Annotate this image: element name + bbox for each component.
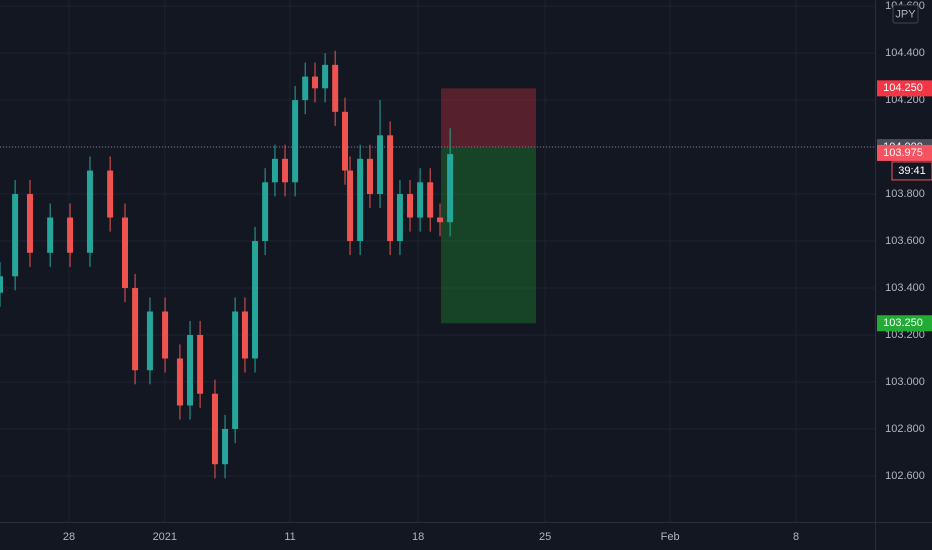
candle-body	[427, 182, 434, 218]
candle-body	[342, 111, 349, 171]
stop-zone	[441, 88, 537, 148]
y-tick-label: 103.800	[885, 188, 925, 200]
candle-body	[187, 335, 194, 406]
candle-body	[67, 217, 74, 253]
candle-body	[407, 194, 414, 218]
countdown-box	[891, 161, 932, 181]
plot	[0, 50, 875, 479]
candle-body	[86, 170, 93, 253]
y-tick-label: 102.800	[885, 423, 925, 435]
y-tick-label: 104.200	[885, 94, 925, 106]
candle-body	[47, 217, 54, 253]
candle-body	[292, 100, 299, 183]
x-tick-label: 2021	[153, 531, 177, 543]
candle-body	[366, 158, 373, 195]
candle-body	[132, 288, 139, 371]
candle-body	[146, 311, 153, 371]
y-tick-label: 103.000	[885, 376, 925, 388]
candle-body	[176, 358, 183, 406]
candle-body	[357, 158, 364, 242]
price-label-box	[877, 315, 932, 332]
candle-body	[262, 182, 269, 242]
candle-body	[302, 76, 309, 101]
candle-body	[347, 170, 354, 242]
price-label: 104.250	[883, 82, 923, 94]
candle-body	[271, 158, 278, 183]
candle-body	[0, 276, 3, 293]
candle-body	[282, 158, 289, 183]
candle-body	[332, 64, 339, 112]
candle-body	[211, 393, 218, 465]
candle-body	[417, 182, 424, 218]
y-tick-label: 103.200	[885, 329, 925, 341]
x-tick-label: 8	[793, 531, 799, 543]
candle-body	[232, 311, 239, 429]
candle-body	[26, 194, 33, 253]
price-label: 103.975	[883, 147, 923, 159]
candle-body	[241, 311, 248, 359]
candle-body	[377, 135, 384, 195]
candle-body	[107, 170, 114, 218]
price-label-box	[877, 80, 932, 97]
target-zone	[441, 147, 537, 324]
candle-body	[312, 76, 319, 89]
candle-body	[12, 194, 19, 277]
axes: 102.600 102.800 103.000 103.200 103.400 103.6…	[63, 0, 932, 543]
currency-box[interactable]	[892, 4, 919, 24]
price-label-box	[877, 144, 932, 161]
countdown: 39:41	[898, 165, 926, 177]
y-tick-label: 103.400	[885, 282, 925, 294]
candle-body	[222, 428, 229, 465]
candle-body	[322, 64, 329, 89]
currency-label[interactable]: JPY	[895, 8, 916, 20]
candle-body	[162, 311, 169, 359]
y-tick-label: 103.600	[885, 235, 925, 247]
x-tick-label: Feb	[661, 531, 680, 543]
y-tick-label: 102.600	[885, 470, 925, 482]
candle-body	[437, 217, 444, 223]
candle-body	[122, 217, 128, 289]
x-tick-label: 11	[284, 531, 295, 543]
y-tick-label: 104.400	[885, 47, 925, 59]
candle-body	[447, 154, 454, 223]
candle-body	[252, 241, 259, 359]
x-tick-label: 25	[539, 531, 551, 543]
x-tick-label: 18	[412, 531, 424, 543]
candle-body	[387, 135, 394, 242]
price-label: 103.250	[883, 317, 923, 329]
x-tick-label: 28	[63, 531, 75, 543]
candle-body	[197, 335, 204, 394]
grid	[0, 0, 875, 522]
candle-body	[396, 194, 403, 242]
